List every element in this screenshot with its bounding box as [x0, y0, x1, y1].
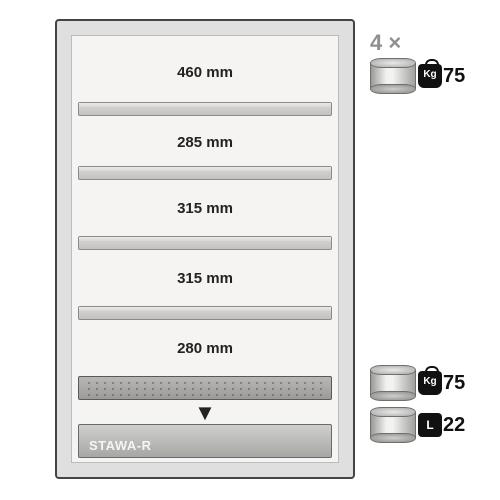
- shelf-4: [78, 306, 332, 320]
- shelf-3: [78, 236, 332, 250]
- sump-cylinder-icon-2: [370, 407, 416, 443]
- sump-cylinder-icon-1: [370, 365, 416, 401]
- shelf-multiplier: 4 ×: [370, 30, 470, 56]
- shelf-cylinder-icon: [370, 58, 416, 94]
- sump-tray: STAWA-R: [78, 424, 332, 458]
- diagram-stage: 460 mm 285 mm 315 mm 315 mm 280 mm ▼ STA…: [25, 15, 475, 485]
- shelf-weight-value: 75: [443, 65, 465, 88]
- dim-label-1: 285 mm: [72, 134, 338, 151]
- sump-weight-row: Kg 75: [370, 365, 470, 401]
- sump-weight-value: 75: [443, 372, 465, 395]
- dim-label-2: 315 mm: [72, 200, 338, 217]
- dim-label-0: 460 mm: [72, 64, 338, 81]
- shelf-2: [78, 166, 332, 180]
- shelf-capacity-row: Kg 75: [370, 58, 470, 94]
- shelf-1: [78, 102, 332, 116]
- sump-label: STAWA-R: [89, 438, 151, 453]
- side-top-group: 4 × Kg 75: [370, 30, 470, 100]
- shelf-multiplier-label: 4 ×: [370, 30, 401, 56]
- perforation-pattern: [85, 380, 325, 396]
- kg-icon: Kg: [418, 371, 442, 395]
- kg-icon: Kg: [418, 64, 442, 88]
- cabinet-interior: 460 mm 285 mm 315 mm 315 mm 280 mm ▼ STA…: [71, 35, 339, 463]
- dim-label-3: 315 mm: [72, 270, 338, 287]
- sump-volume-badge: L 22: [418, 413, 465, 437]
- sump-weight-badge: Kg 75: [418, 371, 465, 395]
- cabinet-frame: 460 mm 285 mm 315 mm 315 mm 280 mm ▼ STA…: [55, 19, 355, 479]
- side-bottom-group: Kg 75 L 22: [370, 365, 470, 449]
- perforated-tray: [78, 376, 332, 400]
- dim-label-4: 280 mm: [72, 340, 338, 357]
- sump-volume-row: L 22: [370, 407, 470, 443]
- arrow-down-icon: ▼: [72, 400, 338, 426]
- liter-icon: L: [418, 413, 442, 437]
- shelf-weight-badge: Kg 75: [418, 64, 465, 88]
- sump-volume-value: 22: [443, 414, 465, 437]
